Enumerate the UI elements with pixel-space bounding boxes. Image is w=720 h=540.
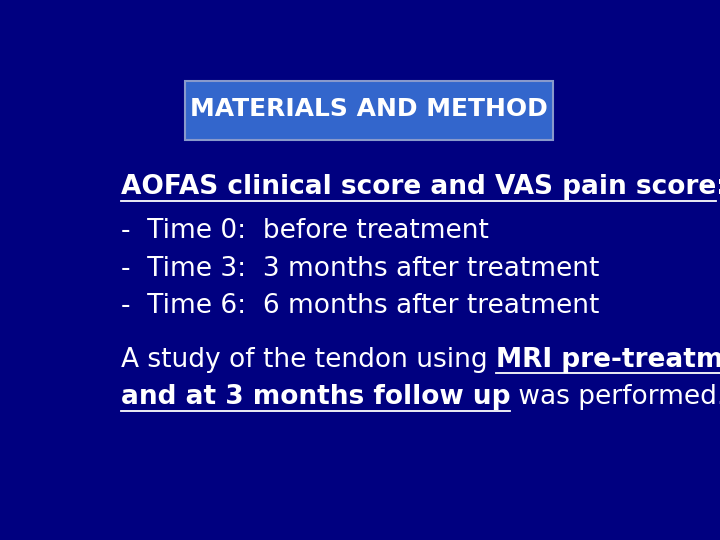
Text: A study of the tendon using: A study of the tendon using	[121, 347, 495, 373]
Text: :: :	[716, 174, 720, 200]
Text: was performed.: was performed.	[510, 384, 720, 410]
FancyBboxPatch shape	[185, 82, 553, 140]
Text: AOFAS clinical score and VAS pain score: AOFAS clinical score and VAS pain score	[121, 174, 716, 200]
Text: MRI pre-treatment: MRI pre-treatment	[495, 347, 720, 373]
Text: -  Time 6:  6 months after treatment: - Time 6: 6 months after treatment	[121, 293, 599, 319]
Text: MATERIALS AND METHOD: MATERIALS AND METHOD	[190, 97, 548, 122]
Text: -  Time 3:  3 months after treatment: - Time 3: 3 months after treatment	[121, 255, 599, 281]
Text: and at 3 months follow up: and at 3 months follow up	[121, 384, 510, 410]
Text: -  Time 0:  before treatment: - Time 0: before treatment	[121, 218, 489, 244]
